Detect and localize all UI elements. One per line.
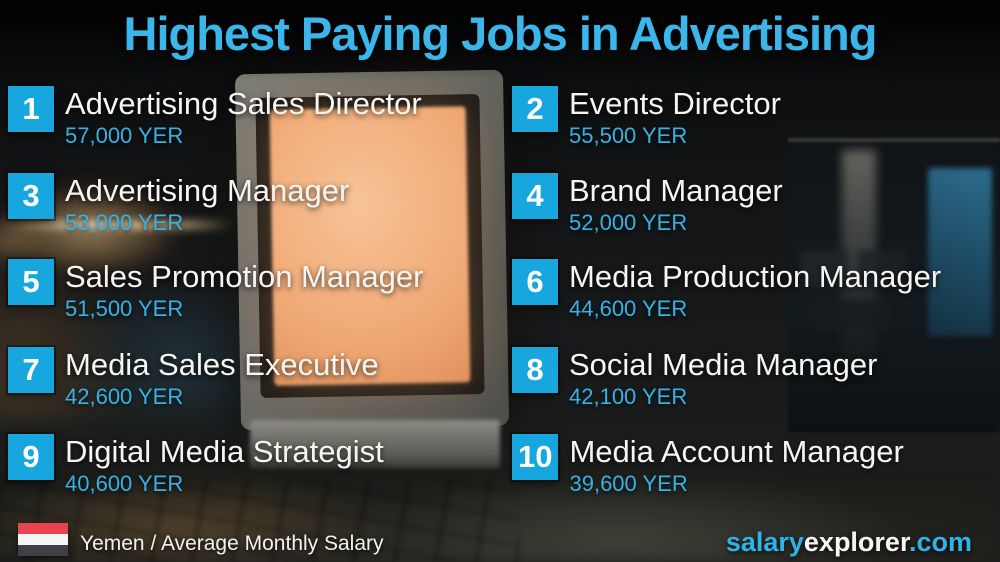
- job-title: Sales Promotion Manager: [65, 259, 424, 294]
- job-entry-4: 4 Brand Manager 52,000 YER: [512, 173, 783, 237]
- rank-badge: 6: [512, 259, 558, 305]
- salaryexplorer-link[interactable]: salaryexplorer.com: [726, 527, 972, 558]
- job-salary: 51,500 YER: [65, 296, 184, 321]
- flag-stripe-red: [18, 523, 68, 534]
- page-title: Highest Paying Jobs in Advertising: [123, 7, 878, 60]
- rank-badge: 1: [8, 86, 54, 132]
- rank-badge: 7: [8, 347, 54, 393]
- job-entry-7: 7 Media Sales Executive 42,600 YER: [8, 347, 379, 411]
- job-entry-6: 6 Media Production Manager 44,600 YER: [512, 259, 941, 323]
- job-title: Social Media Manager: [569, 347, 878, 382]
- job-salary: 42,600 YER: [65, 384, 184, 409]
- job-title: Advertising Manager: [65, 173, 350, 208]
- job-title: Advertising Sales Director: [65, 86, 422, 121]
- job-title: Media Production Manager: [569, 259, 942, 294]
- job-salary: 42,100 YER: [569, 384, 688, 409]
- country-caption: Yemen / Average Monthly Salary: [80, 532, 384, 555]
- job-title: Media Account Manager: [569, 434, 904, 469]
- job-entry-2: 2 Events Director 55,500 YER: [512, 86, 781, 150]
- rank-badge: 8: [512, 347, 558, 393]
- flag-stripe-black: [18, 545, 68, 556]
- rank-badge: 3: [8, 173, 54, 219]
- job-title: Digital Media Strategist: [65, 434, 384, 469]
- brand-part-salary: salary: [725, 527, 804, 557]
- job-salary: 39,600 YER: [569, 471, 688, 496]
- flag-stripe-white: [18, 534, 68, 545]
- job-salary: 55,500 YER: [569, 123, 688, 148]
- job-entry-10: 10 Media Account Manager 39,600 YER: [512, 434, 904, 498]
- job-entry-5: 5 Sales Promotion Manager 51,500 YER: [8, 259, 423, 323]
- rank-badge: 5: [8, 259, 54, 305]
- job-title: Media Sales Executive: [65, 347, 379, 382]
- job-entry-3: 3 Advertising Manager 53,000 YER: [8, 173, 349, 237]
- brand-part-com: .com: [908, 527, 972, 557]
- job-entry-8: 8 Social Media Manager 42,100 YER: [512, 347, 877, 411]
- job-entry-1: 1 Advertising Sales Director 57,000 YER: [8, 86, 422, 150]
- job-title: Events Director: [569, 86, 781, 121]
- rank-badge: 4: [512, 173, 558, 219]
- rank-badge: 10: [512, 434, 559, 480]
- job-salary: 57,000 YER: [65, 123, 184, 148]
- rank-badge: 9: [8, 434, 54, 480]
- job-salary: 40,600 YER: [65, 471, 184, 496]
- job-title: Brand Manager: [569, 173, 783, 208]
- job-salary: 44,600 YER: [569, 296, 688, 321]
- job-entry-9: 9 Digital Media Strategist 40,600 YER: [8, 434, 384, 498]
- rank-badge: 2: [512, 86, 558, 132]
- brand-part-explorer: explorer: [803, 527, 909, 557]
- job-salary: 53,000 YER: [65, 210, 184, 235]
- job-salary: 52,000 YER: [569, 210, 688, 235]
- yemen-flag-icon: [18, 523, 68, 556]
